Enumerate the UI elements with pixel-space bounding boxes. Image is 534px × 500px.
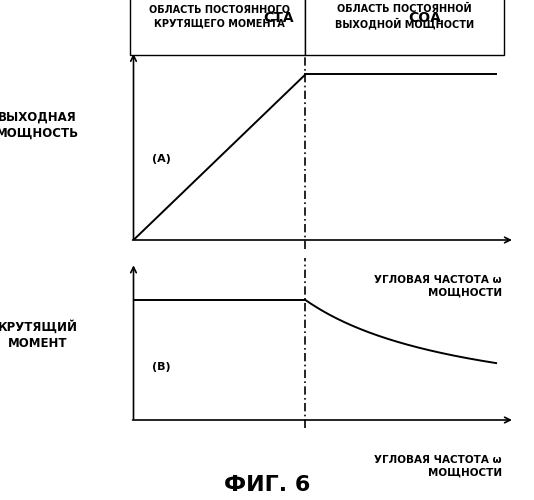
Text: СОА: СОА bbox=[409, 11, 442, 25]
FancyBboxPatch shape bbox=[305, 0, 504, 54]
Text: (B): (B) bbox=[152, 362, 171, 372]
Text: УГЛОВАЯ ЧАСТОТА ω
МОЩНОСТИ: УГЛОВАЯ ЧАСТОТА ω МОЩНОСТИ bbox=[374, 275, 502, 297]
FancyBboxPatch shape bbox=[130, 0, 305, 54]
Text: ФИГ. 6: ФИГ. 6 bbox=[224, 475, 310, 495]
Text: ОБЛАСТЬ ПОСТОЯННОЙ
ВЫХОДНОЙ МОЩНОСТИ: ОБЛАСТЬ ПОСТОЯННОЙ ВЫХОДНОЙ МОЩНОСТИ bbox=[335, 4, 474, 30]
Text: (A): (A) bbox=[152, 154, 171, 164]
Text: ОБЛАСТЬ ПОСТОЯННОГО
КРУТЯЩЕГО МОМЕНТА: ОБЛАСТЬ ПОСТОЯННОГО КРУТЯЩЕГО МОМЕНТА bbox=[149, 5, 290, 28]
Text: СТА: СТА bbox=[263, 11, 294, 25]
Text: ВЫХОДНАЯ
МОЩНОСТЬ: ВЫХОДНАЯ МОЩНОСТЬ bbox=[0, 110, 79, 140]
Text: КРУТЯЩИЙ
МОМЕНТ: КРУТЯЩИЙ МОМЕНТ bbox=[0, 320, 77, 350]
Text: УГЛОВАЯ ЧАСТОТА ω
МОЩНОСТИ: УГЛОВАЯ ЧАСТОТА ω МОЩНОСТИ bbox=[374, 455, 502, 477]
